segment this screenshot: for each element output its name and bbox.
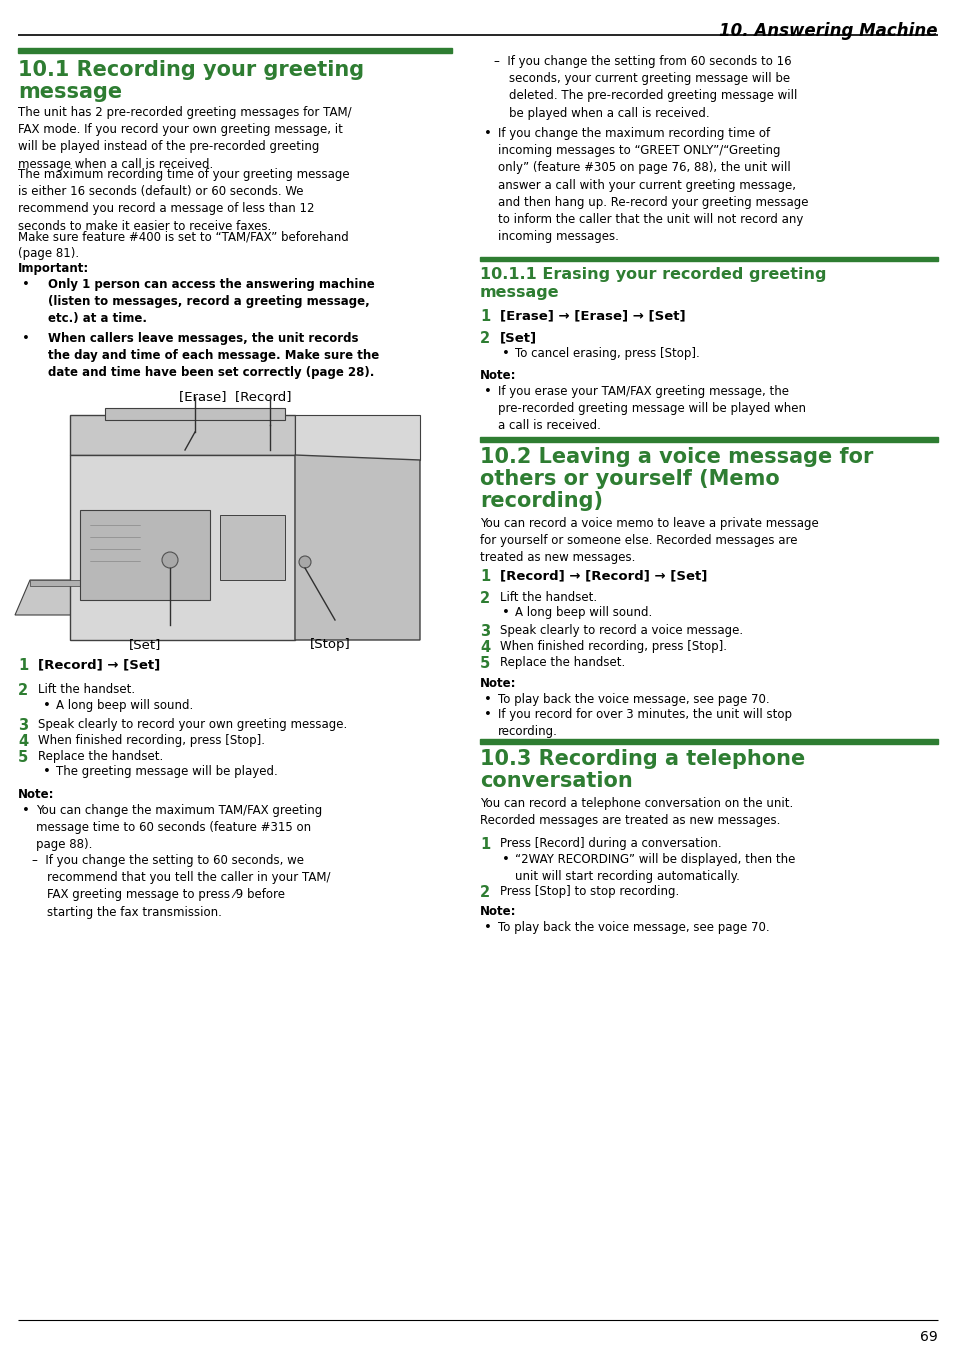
Text: message: message xyxy=(479,285,559,299)
Text: A long beep will sound.: A long beep will sound. xyxy=(515,606,652,619)
Text: others or yourself (Memo: others or yourself (Memo xyxy=(479,469,779,488)
Text: Lift the handset.: Lift the handset. xyxy=(499,591,597,604)
Text: –  If you change the setting from 60 seconds to 16
    seconds, your current gre: – If you change the setting from 60 seco… xyxy=(494,55,797,120)
Text: •: • xyxy=(483,693,492,706)
Polygon shape xyxy=(80,510,210,600)
Text: “2WAY RECORDING” will be displayed, then the
unit will start recording automatic: “2WAY RECORDING” will be displayed, then… xyxy=(515,853,795,884)
Text: To play back the voice message, see page 70.: To play back the voice message, see page… xyxy=(497,921,769,934)
Text: You can record a telephone conversation on the unit.
Recorded messages are treat: You can record a telephone conversation … xyxy=(479,797,792,827)
Text: 1: 1 xyxy=(18,658,29,673)
Polygon shape xyxy=(30,580,200,585)
Text: Press ⁠[Stop] to stop recording.: Press ⁠[Stop] to stop recording. xyxy=(499,885,679,898)
Text: 10.2 Leaving a voice message for: 10.2 Leaving a voice message for xyxy=(479,447,872,467)
Text: The maximum recording time of your greeting message
is either 16 seconds (defaul: The maximum recording time of your greet… xyxy=(18,169,349,232)
Text: 4: 4 xyxy=(18,734,28,749)
Text: 1: 1 xyxy=(479,309,490,324)
Text: Replace the handset.: Replace the handset. xyxy=(38,750,163,764)
Text: •: • xyxy=(483,708,492,720)
Text: •: • xyxy=(43,699,51,712)
Text: If you erase your TAM/FAX greeting message, the
pre-recorded greeting message wi: If you erase your TAM/FAX greeting messa… xyxy=(497,384,805,433)
Text: •: • xyxy=(501,606,509,619)
Text: 2: 2 xyxy=(479,885,490,900)
Text: 5: 5 xyxy=(479,656,490,670)
Text: Replace the handset.: Replace the handset. xyxy=(499,656,624,669)
Text: 3: 3 xyxy=(18,718,28,733)
Text: 10.3 Recording a telephone: 10.3 Recording a telephone xyxy=(479,749,804,769)
Bar xyxy=(479,437,937,442)
Text: •: • xyxy=(483,127,492,140)
Text: [Record] → [Set]: [Record] → [Set] xyxy=(38,658,160,670)
Text: If you change the maximum recording time of
incoming messages to “GREET ONLY”/“G: If you change the maximum recording time… xyxy=(497,127,807,243)
Text: •: • xyxy=(501,347,509,360)
Text: 10.1 Recording your greeting: 10.1 Recording your greeting xyxy=(18,59,364,80)
Text: 10.1.1 Erasing your recorded greeting: 10.1.1 Erasing your recorded greeting xyxy=(479,267,825,282)
Bar xyxy=(479,739,937,745)
Text: [Set]: [Set] xyxy=(499,331,537,344)
Text: •: • xyxy=(22,278,30,291)
Text: 1: 1 xyxy=(479,836,490,853)
Text: 3: 3 xyxy=(479,625,490,639)
Text: [Erase]  [Record]: [Erase] [Record] xyxy=(178,390,291,403)
Polygon shape xyxy=(70,415,294,455)
Text: 5: 5 xyxy=(18,750,29,765)
Text: 4: 4 xyxy=(479,639,490,656)
Text: Only 1 person can access the answering machine
(listen to messages, record a gre: Only 1 person can access the answering m… xyxy=(48,278,375,325)
Polygon shape xyxy=(294,455,419,639)
Text: Press [Record] during a conversation.: Press [Record] during a conversation. xyxy=(499,836,720,850)
Text: You can record a voice memo to leave a private message
for yourself or someone e: You can record a voice memo to leave a p… xyxy=(479,517,818,564)
Polygon shape xyxy=(294,415,419,460)
Text: You can change the maximum TAM/FAX greeting
message time to 60 seconds (feature : You can change the maximum TAM/FAX greet… xyxy=(36,804,322,851)
Text: To play back the voice message, see page 70.: To play back the voice message, see page… xyxy=(497,693,769,706)
Text: Lift the handset.: Lift the handset. xyxy=(38,683,135,696)
Text: If you record for over 3 minutes, the unit will stop
recording.: If you record for over 3 minutes, the un… xyxy=(497,708,791,738)
Text: The unit has 2 pre-recorded greeting messages for TAM/
FAX mode. If you record y: The unit has 2 pre-recorded greeting mes… xyxy=(18,107,352,170)
Text: [Record] → [Record] → [Set]: [Record] → [Record] → [Set] xyxy=(499,569,706,581)
Text: 10. Answering Machine: 10. Answering Machine xyxy=(719,22,937,40)
Text: When callers leave messages, the unit records
the day and time of each message. : When callers leave messages, the unit re… xyxy=(48,332,379,379)
Text: 1: 1 xyxy=(479,569,490,584)
Text: •: • xyxy=(22,332,30,345)
Text: –  If you change the setting to 60 seconds, we
    recommend that you tell the c: – If you change the setting to 60 second… xyxy=(32,854,330,919)
Polygon shape xyxy=(220,515,285,580)
Text: •: • xyxy=(22,804,30,817)
Text: •: • xyxy=(43,765,51,778)
Text: •: • xyxy=(501,853,509,866)
Text: [Stop]: [Stop] xyxy=(310,638,350,652)
Text: 2: 2 xyxy=(18,683,28,697)
Text: •: • xyxy=(483,921,492,934)
Text: When finished recording, press ⁠[Stop].: When finished recording, press ⁠[Stop]. xyxy=(499,639,726,653)
Text: Speak clearly to record your own greeting message.: Speak clearly to record your own greetin… xyxy=(38,718,347,731)
Text: When finished recording, press ⁠[Stop].: When finished recording, press ⁠[Stop]. xyxy=(38,734,265,747)
Text: conversation: conversation xyxy=(479,772,632,791)
Text: A long beep will sound.: A long beep will sound. xyxy=(56,699,193,712)
Bar xyxy=(479,258,937,260)
Text: Note:: Note: xyxy=(18,788,54,801)
Text: •: • xyxy=(483,384,492,398)
Bar xyxy=(18,49,452,53)
Circle shape xyxy=(298,556,311,568)
Text: 69: 69 xyxy=(920,1330,937,1344)
Polygon shape xyxy=(70,455,294,639)
Text: Note:: Note: xyxy=(479,677,516,689)
Text: 2: 2 xyxy=(479,331,490,345)
Text: [Set]: [Set] xyxy=(129,638,161,652)
Text: The greeting message will be played.: The greeting message will be played. xyxy=(56,765,277,778)
Text: [Erase] → [Erase] → [Set]: [Erase] → [Erase] → [Set] xyxy=(499,309,685,322)
Text: Speak clearly to record a voice message.: Speak clearly to record a voice message. xyxy=(499,625,742,637)
Polygon shape xyxy=(15,580,200,615)
Text: message: message xyxy=(18,82,122,103)
Text: Note:: Note: xyxy=(479,905,516,919)
Text: Important:: Important: xyxy=(18,262,90,275)
Text: Make sure feature #400 is set to “TAM/FAX” beforehand
(page 81).: Make sure feature #400 is set to “TAM/FA… xyxy=(18,229,349,260)
Text: To cancel erasing, press ⁠[Stop].: To cancel erasing, press ⁠[Stop]. xyxy=(515,347,699,360)
Text: 2: 2 xyxy=(479,591,490,606)
Circle shape xyxy=(162,552,178,568)
Polygon shape xyxy=(105,407,285,420)
Text: Note:: Note: xyxy=(479,370,516,382)
Text: recording): recording) xyxy=(479,491,602,511)
